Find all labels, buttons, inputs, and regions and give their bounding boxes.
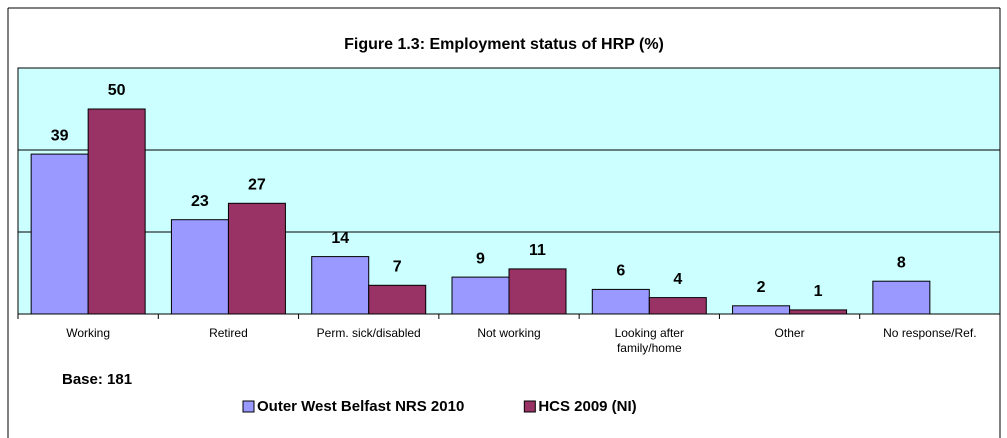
x-tick-label: Working [66, 326, 111, 340]
data-label: 6 [616, 263, 625, 280]
data-label: 39 [51, 127, 69, 144]
bar [368, 284, 427, 315]
legend-swatch [523, 400, 536, 413]
x-tick-label: Retired [209, 326, 248, 340]
data-label: 1 [814, 283, 823, 300]
bar [227, 202, 286, 315]
legend-label: Outer West Belfast NRS 2010 [257, 398, 464, 415]
bar [872, 280, 931, 315]
bar [732, 305, 791, 315]
bar [508, 268, 567, 315]
bar [648, 297, 707, 315]
data-label: 23 [191, 193, 209, 210]
bar [87, 108, 146, 315]
bar [789, 309, 848, 315]
data-label: 8 [897, 254, 906, 271]
bar [311, 256, 370, 315]
x-tick-label: Other [774, 326, 805, 340]
data-label: 50 [108, 82, 126, 99]
data-label: 2 [757, 279, 766, 296]
data-label: 7 [393, 259, 402, 276]
data-label: 27 [248, 177, 266, 194]
bar [451, 276, 510, 315]
bar [30, 153, 89, 315]
annotation: Base: 181 [62, 371, 132, 388]
bar [591, 288, 650, 315]
data-label: 14 [331, 230, 349, 247]
x-tick-label: Perm. sick/disabled [316, 326, 421, 340]
legend-swatch [242, 400, 255, 413]
data-label: 9 [476, 250, 485, 267]
chart-title: Figure 1.3: Employment status of HRP (%) [344, 36, 664, 53]
data-label: 11 [529, 242, 546, 259]
bar [170, 219, 229, 315]
data-label: 4 [673, 271, 682, 288]
legend-label: HCS 2009 (NI) [538, 398, 636, 415]
x-tick-label: Looking after family/home [614, 326, 684, 355]
x-tick-label: No response/Ref. [883, 326, 977, 340]
x-tick-label: Not working [477, 326, 541, 340]
